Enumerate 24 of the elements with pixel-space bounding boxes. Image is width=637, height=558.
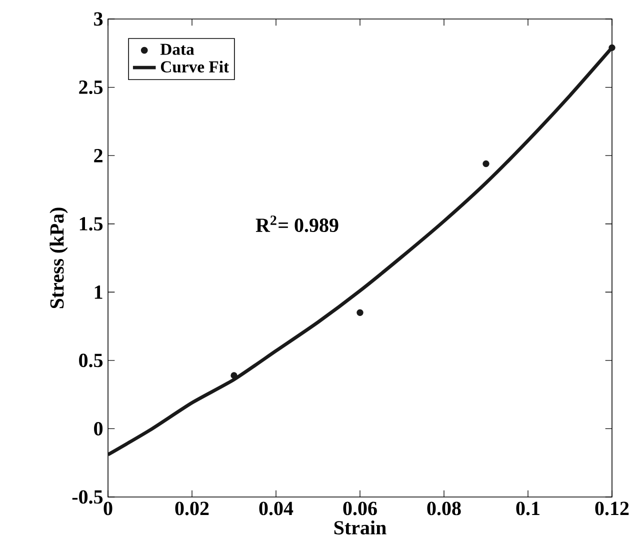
y-tick-label: -0.5	[72, 490, 103, 504]
y-tick-label: 2.5	[79, 80, 103, 94]
x-tick-label: 0.12	[595, 502, 629, 516]
y-tick-label: 1	[94, 286, 102, 299]
y-axis-title: Stress (kPa)	[50, 208, 68, 308]
x-tick-label: 0.06	[343, 502, 377, 516]
legend-label: Data	[160, 44, 194, 55]
y-tick-label: 2	[94, 148, 102, 162]
x-axis-title: Strain	[334, 520, 386, 534]
x-tick-label: 0.04	[259, 502, 294, 516]
x-tick-label: 0.08	[427, 502, 461, 516]
point	[230, 372, 238, 379]
legend-label: Curve Fit	[160, 60, 229, 73]
y-tick-label: 0	[94, 422, 103, 436]
point	[482, 160, 490, 168]
y-tick-label: 3	[94, 12, 103, 26]
point	[608, 44, 616, 52]
y-tick-label: 0.5	[79, 354, 103, 368]
annotation: R$^{2}$= 0.989	[256, 216, 338, 232]
y-tick-label: 1.5	[80, 217, 103, 231]
x-tick-label: 0.02	[175, 502, 209, 516]
point	[356, 309, 364, 316]
x-tick-label: 0.1	[516, 502, 540, 516]
x-tick-label: 0	[104, 502, 112, 516]
